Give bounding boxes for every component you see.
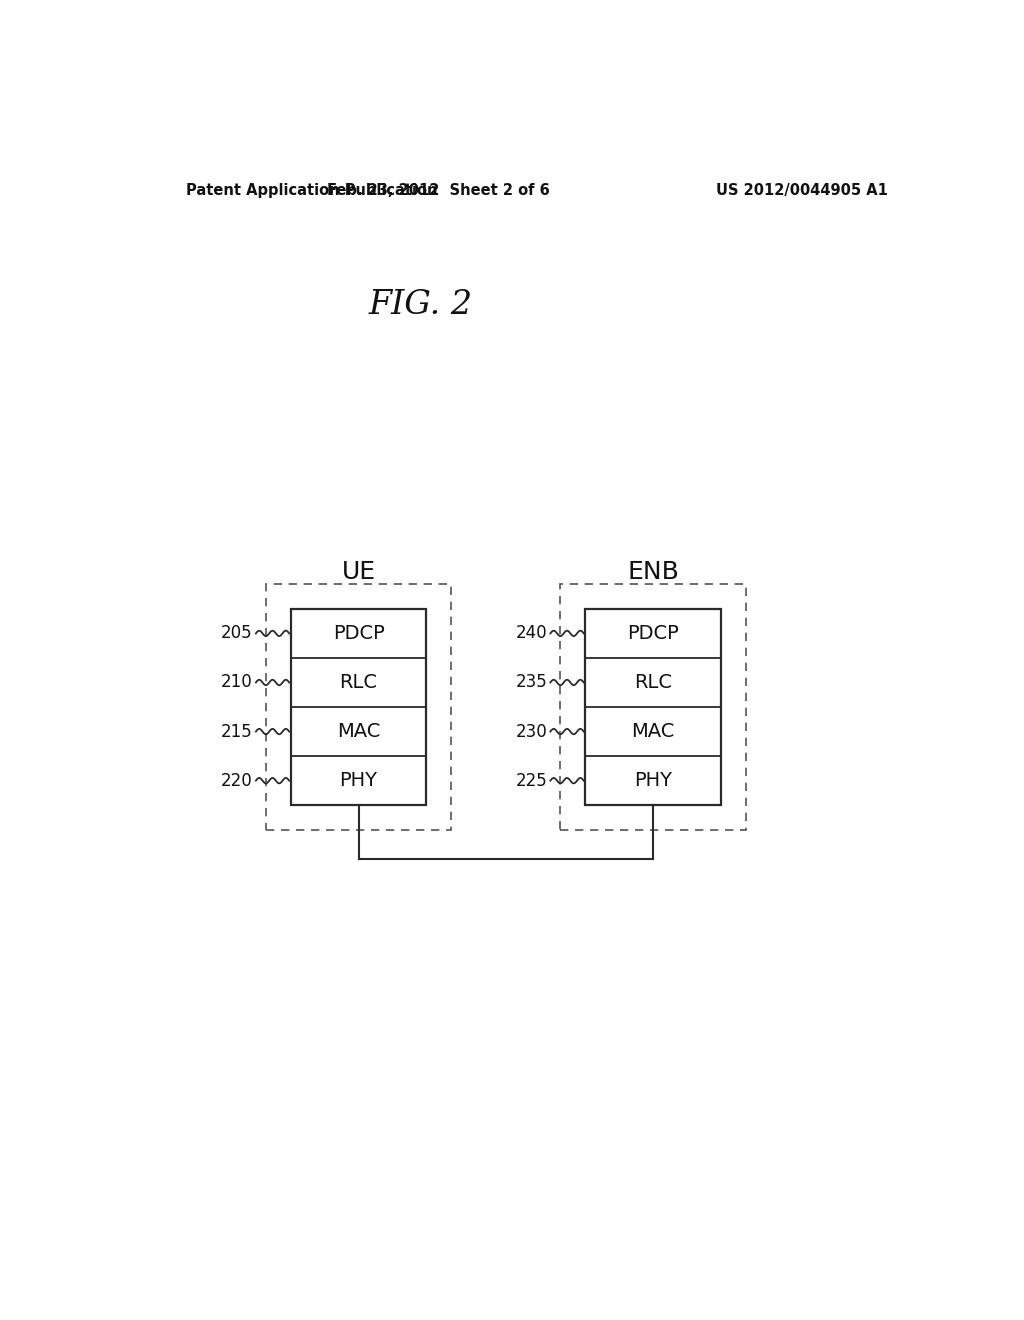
Text: RLC: RLC [340, 673, 378, 692]
Text: PHY: PHY [634, 771, 672, 791]
Text: 230: 230 [515, 722, 547, 741]
Text: 215: 215 [221, 722, 253, 741]
Bar [586, 609, 721, 805]
Bar [560, 585, 745, 830]
Text: 210: 210 [221, 673, 253, 692]
Text: 205: 205 [221, 624, 253, 643]
Text: UE: UE [341, 560, 376, 583]
Bar [266, 585, 452, 830]
Bar [291, 609, 426, 805]
Text: 225: 225 [515, 772, 547, 789]
Text: RLC: RLC [634, 673, 672, 692]
Text: 235: 235 [515, 673, 547, 692]
Text: Patent Application Publication: Patent Application Publication [186, 183, 437, 198]
Text: FIG. 2: FIG. 2 [369, 289, 472, 321]
Text: MAC: MAC [632, 722, 675, 741]
Text: PDCP: PDCP [333, 624, 384, 643]
Text: US 2012/0044905 A1: US 2012/0044905 A1 [717, 183, 888, 198]
Text: 220: 220 [221, 772, 253, 789]
Text: PDCP: PDCP [627, 624, 679, 643]
Text: 240: 240 [516, 624, 547, 643]
Text: MAC: MAC [337, 722, 380, 741]
Text: ENB: ENB [627, 560, 679, 583]
Text: Feb. 23, 2012  Sheet 2 of 6: Feb. 23, 2012 Sheet 2 of 6 [327, 183, 549, 198]
Text: PHY: PHY [340, 771, 378, 791]
